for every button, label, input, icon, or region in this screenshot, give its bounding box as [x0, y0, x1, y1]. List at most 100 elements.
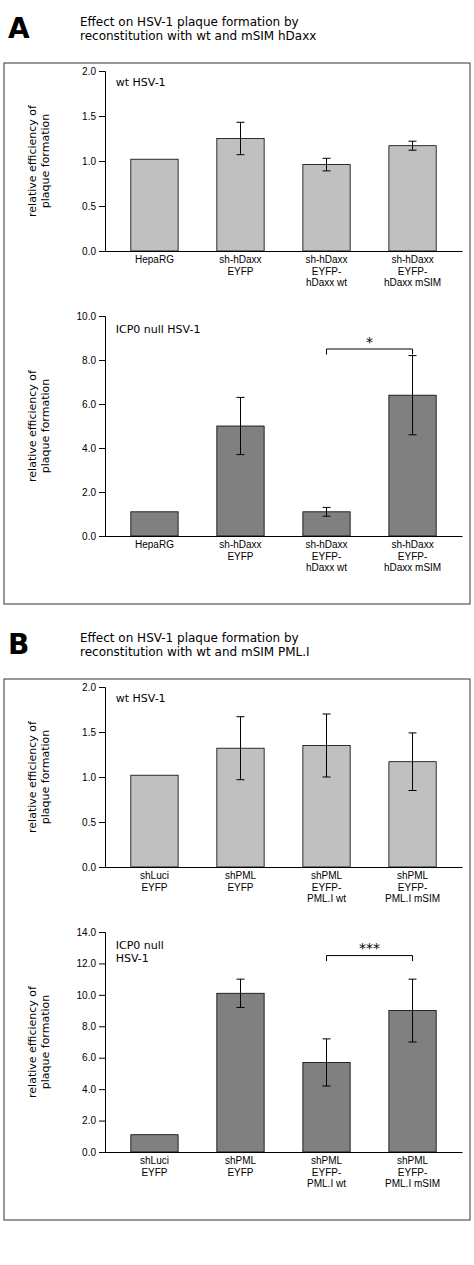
error-bar-cap	[236, 1007, 244, 1008]
text-line: shLuci	[140, 1155, 169, 1166]
y-axis: 0.00.51.01.52.0	[82, 682, 105, 873]
bar	[131, 1135, 178, 1152]
x-tick: shPMLEYFP-PML.I wt	[307, 1152, 346, 1189]
error-bar	[323, 1039, 331, 1086]
bar	[131, 159, 178, 251]
tick-mark	[99, 932, 105, 933]
error-bar	[323, 714, 331, 777]
plot: 0.00.51.01.52.0HepaRGsh-hDaxxEYFPsh-hDax…	[26, 66, 462, 288]
error-bar	[323, 158, 331, 171]
y-tick: 0.5	[82, 817, 105, 828]
text-line: EYFP	[141, 1167, 167, 1178]
error-bar-stem	[326, 158, 327, 171]
tick-label: sh-hDaxxEYFP	[219, 254, 261, 277]
text-line: PML.I mSIM	[385, 1178, 440, 1189]
text-line: relative efficiency of	[26, 720, 39, 833]
bar	[131, 775, 178, 867]
error-bar-cap	[323, 714, 331, 715]
error-bar-cap	[409, 1042, 417, 1043]
tick-mark	[99, 316, 105, 317]
tick-mark	[99, 536, 105, 537]
bar	[389, 146, 436, 251]
panel-frame	[4, 63, 470, 604]
x-axis: shLuciEYFPshPMLEYFPshPMLEYFP-PML.I wtshP…	[106, 867, 463, 904]
error-bar	[236, 717, 244, 780]
tick-label: 0.5	[82, 201, 96, 212]
error-bar-cap	[323, 777, 331, 778]
text-line: shPML	[311, 1155, 343, 1166]
tick-label: 2.0	[82, 1115, 96, 1126]
x-tick: sh-hDaxxEYFP	[219, 536, 261, 562]
chart-container: Effect on HSV-1 plaque formation byrecon…	[0, 0, 474, 1265]
error-bar	[236, 397, 244, 454]
text-line: EYFP	[141, 882, 167, 893]
x-tick: shPMLEYFP-PML.I wt	[307, 867, 346, 904]
text-line: shPML	[397, 1155, 429, 1166]
x-tick: sh-hDaxxEYFP-hDaxx wt	[305, 251, 347, 288]
error-bar-stem	[240, 397, 241, 454]
text-line: shLuci	[140, 870, 169, 881]
y-axis: 0.00.51.01.52.0	[82, 66, 105, 257]
error-bar-stem	[326, 507, 327, 516]
text-line: Effect on HSV-1 plaque formation by	[80, 631, 299, 645]
text-line: PML.I wt	[307, 893, 346, 904]
text-line: reconstitution with wt and mSIM PML.I	[80, 645, 310, 659]
text-line: sh-hDaxx	[305, 539, 347, 550]
text-line: EYFP	[227, 1167, 253, 1178]
x-tick: shLuciEYFP	[140, 867, 169, 893]
tick-label: shPMLEYFP	[225, 870, 257, 893]
tick-label: 14.0	[77, 927, 97, 938]
error-bar-stem	[412, 733, 413, 791]
error-bar-stem	[326, 714, 327, 777]
error-bar-cap	[409, 434, 417, 435]
panel-subtitle: ICP0 nullHSV-1	[116, 939, 164, 965]
tick-mark	[99, 161, 105, 162]
tick-label: 10.0	[77, 311, 97, 322]
x-tick: shPMLEYFP-PML.I mSIM	[385, 867, 440, 904]
text-line: PML.I wt	[307, 1178, 346, 1189]
tick-label: 0.0	[82, 531, 96, 542]
x-tick: shLuciEYFP	[140, 1152, 169, 1178]
text-line: shPML	[225, 870, 257, 881]
y-axis-title: relative efficiency ofplaque formation	[26, 985, 52, 1098]
y-axis-title: relative efficiency ofplaque formation	[26, 720, 52, 833]
text-line: EYFP-	[398, 266, 427, 277]
tick-mark	[99, 448, 105, 449]
panel-subtitle: wt HSV-1	[116, 76, 166, 89]
y-axis: 0.02.04.06.08.010.012.014.0	[77, 927, 106, 1158]
panel-title: Effect on HSV-1 plaque formation byrecon…	[80, 631, 310, 659]
tick-mark	[99, 360, 105, 361]
y-tick: 2.0	[82, 682, 105, 693]
text-line: plaque formation	[39, 995, 52, 1089]
axis-line	[99, 933, 106, 1153]
error-bar-cap	[236, 454, 244, 455]
text-line: HepaRG	[135, 254, 174, 265]
error-bar	[409, 979, 417, 1042]
error-bar-stem	[240, 122, 241, 154]
error-bar-cap	[323, 1038, 331, 1039]
text-line: sh-hDaxx	[219, 254, 261, 265]
error-bar-cap	[409, 732, 417, 733]
x-tick: shPMLEYFP	[225, 867, 257, 893]
tick-label: 4.0	[82, 443, 96, 454]
error-bar-cap	[236, 154, 244, 155]
text-line: EYFP-	[312, 1167, 341, 1178]
error-bar-cap	[323, 507, 331, 508]
text-line: hDaxx mSIM	[384, 562, 441, 573]
bar	[217, 139, 264, 252]
axis-line	[99, 688, 106, 868]
tick-mark	[99, 822, 105, 823]
y-tick: 1.0	[82, 156, 105, 167]
text-line: PML.I mSIM	[385, 893, 440, 904]
y-tick: 8.0	[82, 1021, 105, 1032]
y-tick: 4.0	[82, 443, 105, 454]
error-bar-cap	[323, 158, 331, 159]
tick-mark	[99, 1058, 105, 1059]
y-tick: 14.0	[77, 927, 105, 938]
error-bar-cap	[236, 779, 244, 780]
error-bar	[409, 141, 417, 150]
text-line: hDaxx wt	[306, 562, 347, 573]
tick-mark	[99, 1152, 105, 1153]
text-line: EYFP	[227, 882, 253, 893]
text-line: ICP0 null HSV-1	[116, 323, 201, 336]
